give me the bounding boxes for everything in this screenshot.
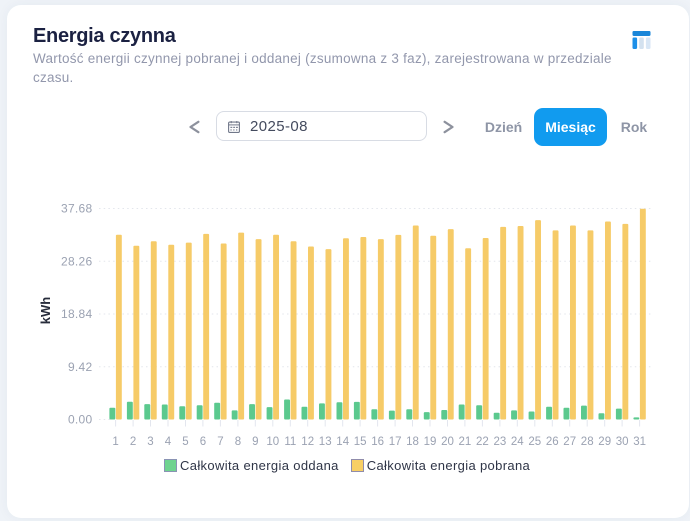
- svg-text:14: 14: [336, 436, 349, 448]
- svg-text:18: 18: [406, 436, 419, 448]
- svg-text:4: 4: [165, 436, 172, 448]
- svg-text:31: 31: [633, 436, 646, 448]
- svg-text:25: 25: [528, 436, 541, 448]
- svg-text:16: 16: [371, 436, 384, 448]
- svg-text:8: 8: [235, 436, 241, 448]
- svg-text:24: 24: [511, 436, 524, 448]
- svg-text:15: 15: [354, 436, 367, 448]
- svg-text:19: 19: [424, 436, 437, 448]
- svg-text:11: 11: [284, 436, 296, 448]
- svg-text:29: 29: [598, 436, 611, 448]
- svg-text:27: 27: [563, 436, 576, 448]
- svg-text:9: 9: [252, 436, 258, 448]
- svg-text:6: 6: [200, 436, 206, 448]
- svg-text:18.84: 18.84: [61, 307, 93, 321]
- svg-text:20: 20: [441, 436, 454, 448]
- svg-text:10: 10: [266, 436, 279, 448]
- svg-text:3: 3: [147, 436, 153, 448]
- svg-text:2: 2: [130, 436, 136, 448]
- svg-text:22: 22: [476, 436, 489, 448]
- svg-text:28.26: 28.26: [61, 254, 93, 268]
- svg-text:1: 1: [112, 436, 118, 448]
- svg-text:17: 17: [389, 436, 402, 448]
- svg-text:37.68: 37.68: [61, 202, 93, 216]
- svg-text:9.42: 9.42: [68, 360, 93, 374]
- svg-text:kWh: kWh: [38, 297, 53, 325]
- svg-text:28: 28: [581, 436, 594, 448]
- svg-text:26: 26: [546, 436, 559, 448]
- svg-text:23: 23: [494, 436, 507, 448]
- svg-text:13: 13: [319, 436, 332, 448]
- svg-text:7: 7: [217, 436, 223, 448]
- svg-text:12: 12: [301, 436, 314, 448]
- svg-text:21: 21: [459, 436, 472, 448]
- svg-text:5: 5: [182, 436, 188, 448]
- svg-text:30: 30: [616, 436, 629, 448]
- svg-text:0.00: 0.00: [68, 413, 93, 427]
